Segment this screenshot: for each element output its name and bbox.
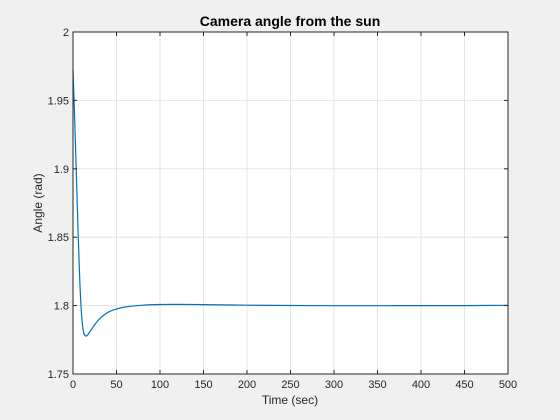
x-tick-label: 350: [368, 379, 386, 391]
series-layer: [72, 70, 509, 337]
y-axis-label: Angle (rad): [31, 173, 45, 232]
series-line-0: [72, 70, 509, 337]
x-axis-label: Time (sec): [262, 393, 318, 407]
tick-labels: 0 50 100 150 200 250 300 350 400 450 500 1.75 1.8 1.8…: [48, 27, 518, 391]
x-tick-label: 450: [455, 379, 473, 391]
x-tick-label: 500: [499, 379, 517, 391]
chart-title: Camera angle from the sun: [200, 13, 381, 29]
x-tick-label: 150: [194, 379, 212, 391]
x-tick-label: 50: [110, 379, 122, 391]
x-tick-label: 0: [70, 379, 76, 391]
y-tick-label: 1.95: [48, 95, 69, 107]
y-tick-label: 1.85: [48, 232, 69, 244]
tick-marks: [72, 31, 509, 375]
x-tick-label: 200: [238, 379, 256, 391]
x-tick-label: 100: [151, 379, 169, 391]
y-tick-label: 1.9: [54, 164, 69, 176]
x-tick-label: 300: [325, 379, 343, 391]
y-tick-label: 2: [63, 27, 69, 39]
x-tick-label: 250: [281, 379, 299, 391]
y-tick-label: 1.8: [54, 301, 69, 313]
x-tick-label: 400: [412, 379, 430, 391]
y-tick-label: 1.75: [48, 369, 69, 381]
